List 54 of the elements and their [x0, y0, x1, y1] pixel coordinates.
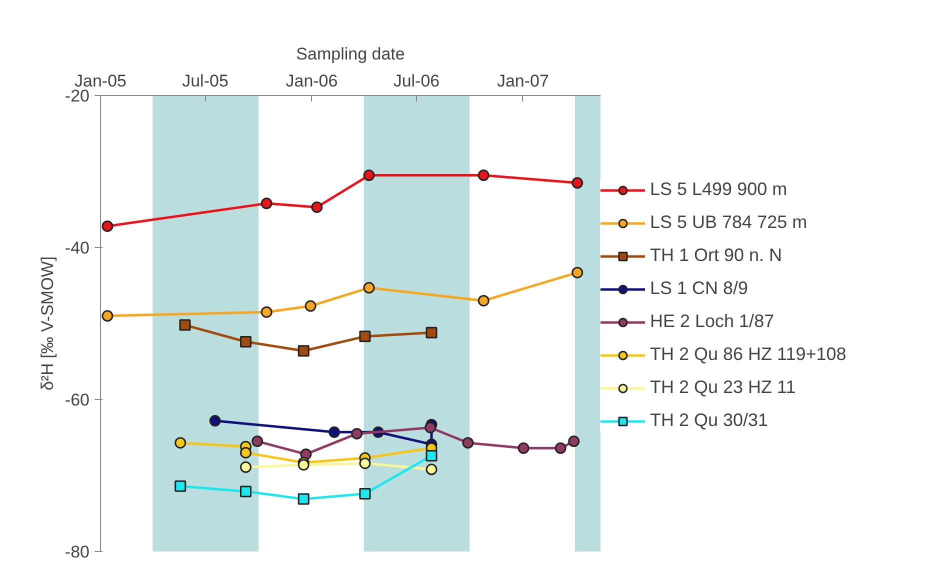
point [260, 306, 272, 318]
legend-label: LS 5 L499 900 m [650, 179, 788, 200]
point [304, 300, 316, 312]
point [311, 201, 323, 213]
point [363, 170, 375, 182]
point [174, 437, 186, 449]
point [572, 177, 584, 189]
point [260, 198, 272, 210]
point [462, 437, 474, 449]
point [209, 415, 221, 427]
point [351, 428, 363, 440]
x-tick-label: Jan-07 [496, 72, 549, 90]
x-tick-label: Jan-06 [286, 72, 338, 90]
point [478, 294, 490, 306]
x-tick-label: Jul-06 [393, 72, 440, 90]
point [424, 422, 436, 434]
point [518, 442, 530, 454]
point [359, 330, 371, 342]
point [298, 345, 310, 357]
point [426, 326, 438, 338]
x-tick-label: Jul-05 [182, 72, 228, 90]
y-axis-title: δ²H [‰ V-SMOW] [38, 256, 57, 391]
point [240, 486, 252, 498]
point [240, 446, 252, 458]
legend-label: LS 5 UB 784 725 m [650, 212, 808, 233]
legend-label: TH 1 Ort 90 n. N [650, 245, 782, 266]
point [252, 436, 264, 448]
y-tick-label: -80 [64, 542, 90, 562]
point [554, 442, 566, 454]
legend-label: TH 2 Qu 30/31 [650, 410, 768, 431]
legend-label: LS 1 CN 8/9 [650, 278, 748, 299]
point [568, 436, 580, 448]
point [478, 170, 490, 182]
point [359, 458, 371, 470]
point [572, 266, 584, 278]
legend-label: TH 2 Qu 86 HZ 119+108 [650, 344, 846, 365]
point [298, 493, 310, 505]
point [240, 336, 252, 348]
legend-label: TH 2 Qu 23 HZ 11 [650, 377, 796, 398]
point [363, 282, 375, 294]
point [102, 310, 114, 322]
y-tick-label: -40 [64, 238, 90, 258]
x-axis-title: Sampling date [296, 44, 405, 64]
point [240, 461, 252, 473]
y-tick-label: -60 [64, 390, 90, 410]
point [426, 464, 438, 476]
point [298, 459, 310, 471]
point [328, 426, 340, 438]
point [102, 220, 114, 232]
point [426, 450, 438, 462]
point [179, 319, 191, 331]
point [174, 480, 186, 492]
point [359, 488, 371, 500]
legend-label: HE 2 Loch 1/87 [650, 311, 774, 332]
